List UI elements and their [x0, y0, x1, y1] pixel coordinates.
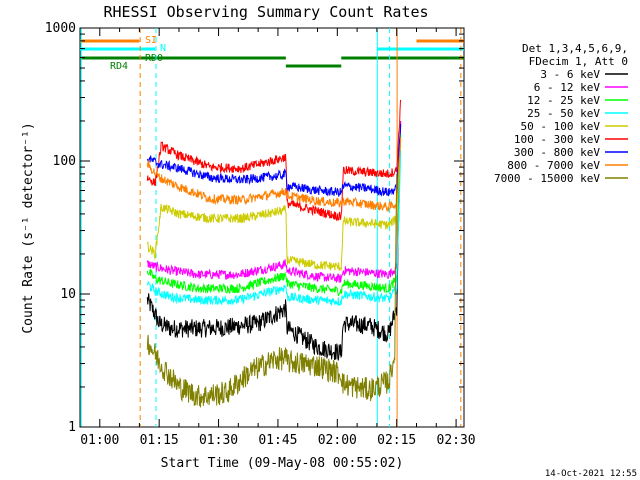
y-tick-label: 100 [53, 154, 76, 169]
legend-entry-label: 7000 - 15000 keV [494, 172, 600, 185]
legend-entry-label: 300 - 800 keV [514, 146, 600, 159]
legend-entry-label: 800 - 7000 keV [507, 159, 600, 172]
x-tick-label: 01:15 [140, 433, 179, 448]
legend-entry-label: 50 - 100 keV [521, 120, 601, 133]
x-tick-label: 01:30 [199, 433, 238, 448]
series-line-2 [146, 133, 402, 297]
legend-entry-label: 25 - 50 keV [527, 107, 600, 120]
series-lines [146, 99, 402, 408]
y-axis-label: Count Rate (s⁻¹ detector⁻¹) [21, 122, 36, 333]
plot-frame [79, 27, 465, 428]
flag-label-si: SI [145, 35, 157, 46]
series-line-5 [146, 99, 402, 222]
axes: 01:00 01:15 01:30 01:45 02:00 02:15 02:30 1 10 10… [45, 21, 476, 448]
x-tick-label: 02:30 [437, 433, 476, 448]
legend-entry-label: 3 - 6 keV [540, 68, 600, 81]
x-tick-label: 01:00 [80, 433, 119, 448]
y-tick-label: 1000 [45, 21, 76, 36]
x-tick-label: 02:00 [318, 433, 357, 448]
attenuator-lines [80, 28, 462, 427]
legend-header-line: FDecim 1, Att 0 [529, 55, 628, 68]
legend-entry-label: 12 - 25 keV [527, 94, 600, 107]
chart-title: RHESSI Observing Summary Count Rates [103, 3, 428, 21]
series-line-6 [146, 123, 402, 197]
series-line-3 [146, 150, 402, 307]
series-line-7 [146, 137, 402, 213]
x-axis-label: Start Time (09-May-08 00:55:02) [161, 456, 404, 471]
flag-label-rd0: RD0 [145, 53, 163, 64]
legend-header-line: Det 1,3,4,5,6,9, [522, 42, 628, 55]
y-tick-label: 10 [60, 287, 76, 302]
legend-entry-label: 100 - 300 keV [514, 133, 600, 146]
x-tick-label: 01:45 [258, 433, 297, 448]
flag-label-n: N [160, 43, 166, 54]
flag-label-rd4: RD4 [110, 61, 128, 72]
series-line-0 [146, 120, 402, 361]
timestamp: 14-Oct-2021 12:55 [545, 469, 637, 479]
series-line-4 [146, 137, 402, 271]
x-tick-label: 02:15 [377, 433, 416, 448]
series-line-8 [146, 173, 398, 408]
y-tick-label: 1 [68, 420, 76, 435]
legend: Det 1,3,4,5,6,9,FDecim 1, Att 03 - 6 keV… [494, 42, 628, 185]
legend-entry-label: 6 - 12 keV [534, 81, 601, 94]
series-line-1 [146, 120, 402, 283]
